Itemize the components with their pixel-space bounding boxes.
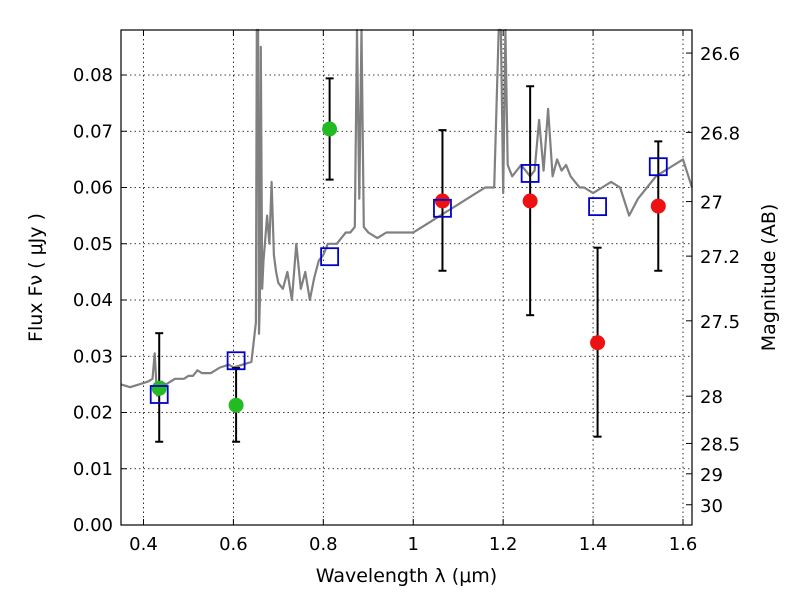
right-axis-ticks: 26.6 26.8 27 27.2 27.5 28 28.5 29 30 [686, 44, 740, 517]
right-tick-label: 27.2 [700, 247, 740, 268]
right-tick-label: 26.8 [700, 123, 740, 144]
y-tick-label: 0.00 [73, 515, 113, 536]
data-markers [149, 121, 668, 413]
data-point [590, 335, 606, 351]
data-point [434, 193, 450, 209]
y-axis-title: Flux Fν ( μJy ) [25, 213, 47, 342]
model-point [648, 157, 668, 177]
x-axis-ticks: 0.4 0.6 0.8 1 1.2 1.4 1.6 [129, 30, 697, 555]
data-point [522, 193, 538, 209]
plot-frame [120, 29, 693, 526]
right-tick-label: 30 [700, 496, 723, 517]
y-tick-label: 0.05 [73, 234, 113, 255]
x-tick-label: 0.6 [219, 534, 248, 555]
y-tick-label: 0.01 [73, 459, 113, 480]
model-point [520, 164, 540, 183]
data-point [650, 198, 666, 214]
right-tick-label: 27 [700, 193, 723, 214]
right-tick-label: 28.5 [700, 434, 740, 455]
model-point [433, 198, 452, 218]
x-tick-label: 1.6 [669, 534, 698, 555]
right-tick-label: 29 [700, 465, 723, 486]
model-spectrum [120, 28, 694, 397]
y-tick-label: 0.03 [73, 346, 113, 367]
y-tick-label: 0.02 [73, 403, 113, 424]
model-point [149, 385, 169, 404]
x-tick-label: 1.4 [579, 534, 608, 555]
x-tick-label: 1 [408, 534, 419, 555]
y-tick-label: 0.07 [73, 121, 113, 142]
right-axis-title: Magnitude (AB) [758, 204, 780, 352]
error-bars [155, 77, 663, 443]
x-tick-label: 1.2 [489, 534, 518, 555]
x-tick-label: 0.8 [309, 534, 338, 555]
y-tick-label: 0.08 [73, 65, 113, 86]
model-point [320, 247, 340, 267]
model-point [226, 351, 246, 371]
right-tick-label: 26.6 [700, 44, 740, 65]
y-tick-label: 0.04 [73, 290, 113, 311]
model-point [588, 197, 607, 217]
y-tick-label: 0.06 [73, 178, 113, 199]
data-point [151, 380, 167, 396]
data-point [322, 121, 338, 137]
x-tick-label: 0.4 [129, 534, 158, 555]
grid-lines [121, 30, 692, 526]
data-point [228, 397, 244, 413]
spectrum-line [120, 28, 694, 397]
right-tick-label: 27.5 [700, 312, 740, 333]
y-axis-ticks: 0.00 0.01 0.02 0.03 0.04 0.05 0.06 0.07 0.08 [73, 65, 127, 536]
x-axis-title: Wavelength λ (μm) [316, 565, 497, 587]
right-tick-label: 28 [700, 387, 723, 408]
